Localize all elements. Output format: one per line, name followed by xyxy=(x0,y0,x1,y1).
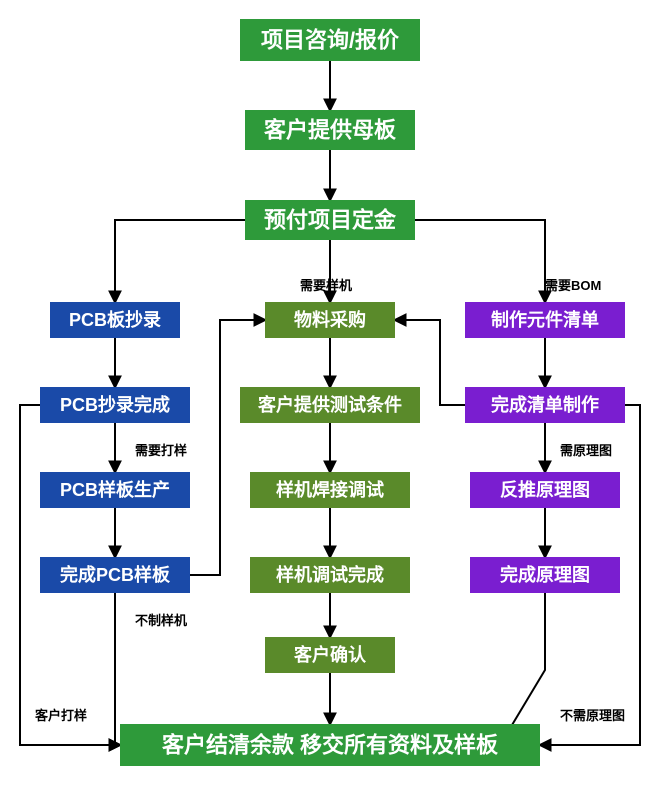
flow-node: 反推原理图 xyxy=(470,472,620,508)
flow-node-label: 样机调试完成 xyxy=(276,564,384,585)
flow-edge-label: 不需原理图 xyxy=(560,708,625,723)
flow-node-label: 客户提供母板 xyxy=(264,118,397,143)
flow-node: 完成PCB样板 xyxy=(40,557,190,593)
flow-node-label: 预付项目定金 xyxy=(264,208,397,233)
flow-edge xyxy=(115,593,120,745)
flow-node: 项目咨询/报价 xyxy=(240,19,420,61)
flow-node-label: PCB样板生产 xyxy=(60,479,170,500)
flow-node: 制作元件清单 xyxy=(465,302,625,338)
flow-edge-label: 需要样机 xyxy=(300,278,352,293)
flow-node-label: 客户提供测试条件 xyxy=(258,394,402,415)
flow-edge-label: 客户打样 xyxy=(35,708,87,723)
flow-node-label: PCB抄录完成 xyxy=(60,394,170,415)
flow-node: 客户提供母板 xyxy=(245,110,415,150)
flow-node-label: 客户结清余款 移交所有资料及样板 xyxy=(162,733,499,758)
flow-edge xyxy=(115,220,245,302)
flow-node-label: 物料采购 xyxy=(294,309,366,330)
flow-edge-label: 需要打样 xyxy=(135,443,187,458)
flow-node: PCB板抄录 xyxy=(50,302,180,338)
flow-node: 完成原理图 xyxy=(470,557,620,593)
flow-node-label: PCB板抄录 xyxy=(69,309,161,330)
flow-node: 客户确认 xyxy=(265,637,395,673)
flow-node-label: 完成清单制作 xyxy=(491,394,599,415)
flow-node-label: 完成原理图 xyxy=(500,564,590,585)
flow-node: 客户提供测试条件 xyxy=(240,387,420,423)
flow-node: 样机焊接调试 xyxy=(250,472,410,508)
flow-node: 物料采购 xyxy=(265,302,395,338)
flow-edge-label: 不制样机 xyxy=(135,613,187,628)
flowchart-canvas: 项目咨询/报价客户提供母板预付项目定金PCB板抄录PCB抄录完成PCB样板生产完… xyxy=(0,0,660,790)
flow-edge xyxy=(190,320,265,575)
flow-node: 客户结清余款 移交所有资料及样板 xyxy=(120,724,540,766)
flow-edge xyxy=(500,593,545,745)
flow-node-label: 反推原理图 xyxy=(500,479,590,500)
flow-edge-label: 需原理图 xyxy=(560,443,612,458)
flow-node-label: 样机焊接调试 xyxy=(276,479,384,500)
flow-edge xyxy=(415,220,545,302)
flow-node-label: 制作元件清单 xyxy=(491,309,599,330)
flow-node: PCB抄录完成 xyxy=(40,387,190,423)
flow-node: PCB样板生产 xyxy=(40,472,190,508)
nodes-layer: 项目咨询/报价客户提供母板预付项目定金PCB板抄录PCB抄录完成PCB样板生产完… xyxy=(40,19,625,766)
flow-node-label: 完成PCB样板 xyxy=(60,564,171,585)
flow-node-label: 项目咨询/报价 xyxy=(261,28,400,53)
flow-node: 完成清单制作 xyxy=(465,387,625,423)
flow-edge-label: 需要BOM xyxy=(545,278,601,293)
flow-node: 样机调试完成 xyxy=(250,557,410,593)
flow-node: 预付项目定金 xyxy=(245,200,415,240)
flow-node-label: 客户确认 xyxy=(294,644,367,665)
